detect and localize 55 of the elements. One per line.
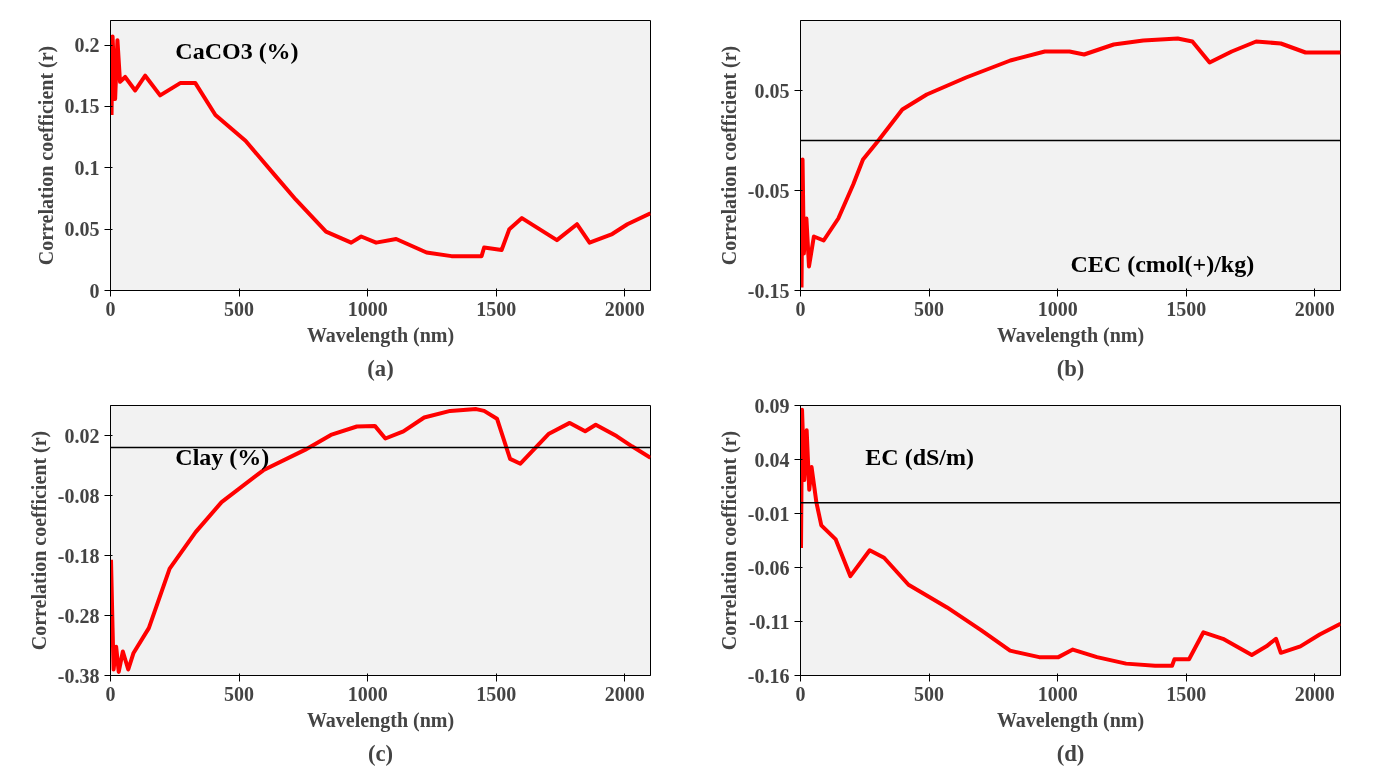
y-tick-label: 0.04 — [754, 448, 790, 471]
y-axis-title: Correlation coefficient (r) — [27, 430, 51, 651]
y-tick-label: 0.05 — [64, 218, 100, 241]
y-axis-title: Correlation coefficient (r) — [717, 430, 741, 651]
x-tick-label: 500 — [224, 297, 255, 320]
annotation: CaCO3 (%) — [175, 37, 299, 64]
x-axis-title: Wavelength (nm) — [306, 708, 455, 732]
y-tick-label: -0.01 — [747, 502, 790, 525]
y-tick-label: -0.08 — [57, 484, 100, 507]
x-tick-label: 0 — [795, 682, 806, 705]
y-axis-title: Correlation coefficient (r) — [717, 45, 741, 266]
text: (b) — [1056, 355, 1085, 381]
y-tick-label: -0.06 — [747, 556, 790, 579]
x-tick-label: 2000 — [1294, 682, 1335, 705]
x-tick-label: 1500 — [476, 297, 517, 320]
y-tick-label: -0.28 — [57, 604, 100, 627]
x-tick-label: 2000 — [1294, 297, 1335, 320]
x-tick-label: 0 — [795, 297, 806, 320]
y-tick-label: -0.18 — [57, 544, 100, 567]
y-tick-label: 0.2 — [74, 34, 100, 57]
x-axis-title: Wavelength (nm) — [306, 323, 455, 347]
x-tick-label: 1000 — [1037, 297, 1078, 320]
y-tick-label: 0.02 — [64, 424, 100, 447]
annotation: CEC (cmol(+)/kg) — [1070, 251, 1255, 277]
x-tick-label: 0 — [105, 682, 116, 705]
x-tick-label: 2000 — [604, 682, 645, 705]
annotation: EC (dS/m) — [865, 444, 974, 471]
y-tick-label: 0.09 — [754, 394, 790, 417]
x-tick-label: 500 — [914, 297, 945, 320]
y-tick-label: 0 — [89, 279, 100, 302]
x-tick-label: 1500 — [1166, 297, 1207, 320]
x-tick-label: 1000 — [347, 682, 388, 705]
x-tick-label: 1500 — [1166, 682, 1207, 705]
text: (d) — [1056, 740, 1085, 766]
x-axis-title: Wavelength (nm) — [996, 323, 1145, 347]
x-tick-label: 500 — [914, 682, 945, 705]
y-tick-label: -0.16 — [747, 664, 790, 687]
x-tick-label: 1500 — [476, 682, 517, 705]
y-tick-label: -0.15 — [747, 279, 790, 302]
annotation: Clay (%) — [175, 444, 270, 471]
y-axis-title: Correlation coefficient (r) — [34, 45, 58, 266]
y-tick-label: -0.38 — [57, 664, 100, 687]
x-tick-label: 1000 — [347, 297, 388, 320]
text: (c) — [367, 740, 394, 766]
y-tick-label: -0.11 — [748, 610, 790, 633]
x-axis-title: Wavelength (nm) — [996, 708, 1145, 732]
y-tick-label: 0.1 — [74, 156, 100, 179]
y-tick-label: 0.05 — [754, 79, 790, 102]
y-tick-label: -0.05 — [747, 179, 790, 202]
x-tick-label: 0 — [105, 297, 116, 320]
text: (a) — [367, 355, 394, 381]
x-tick-label: 1000 — [1037, 682, 1078, 705]
x-tick-label: 2000 — [604, 297, 645, 320]
y-tick-label: 0.15 — [64, 95, 100, 118]
x-tick-label: 500 — [224, 682, 255, 705]
